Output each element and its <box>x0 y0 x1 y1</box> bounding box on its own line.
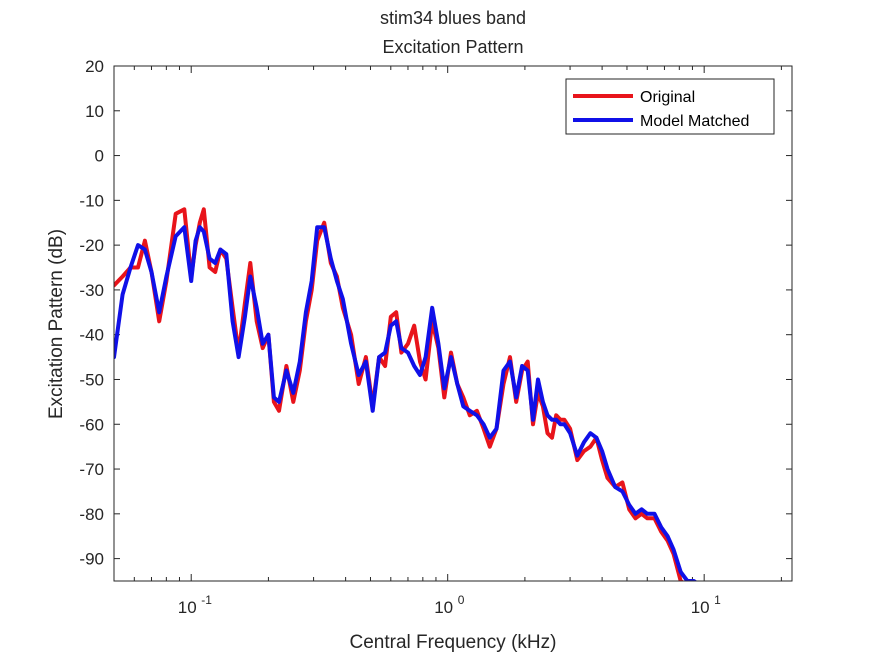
y-axis-label: Excitation Pattern (dB) <box>46 229 67 419</box>
y-tick-label: -80 <box>79 505 104 524</box>
y-tick-label: -50 <box>79 370 104 389</box>
legend-label-model-matched: Model Matched <box>640 113 749 130</box>
x-tick-exponent: -1 <box>201 593 212 607</box>
y-tick-label: -60 <box>79 415 104 434</box>
y-tick-label: -20 <box>79 236 104 255</box>
legend-box <box>565 78 775 135</box>
x-tick-label: 10 <box>178 598 197 617</box>
legend: Original Model Matched <box>565 78 775 135</box>
legend-label-original: Original <box>640 89 695 106</box>
y-tick-label: -10 <box>79 191 104 210</box>
x-tick-label: 10 <box>691 598 710 617</box>
series-line-model-matched <box>114 225 698 581</box>
y-tick-label: -30 <box>79 281 104 300</box>
plot-area <box>114 66 792 581</box>
x-tick-exponent: 0 <box>458 593 465 607</box>
x-tick-exponent: 1 <box>714 593 721 607</box>
y-tick-label: -40 <box>79 326 104 345</box>
plot-frame <box>113 65 793 582</box>
x-axis-label: Central Frequency (kHz) <box>350 632 557 653</box>
y-tick-label: -90 <box>79 550 104 569</box>
chart-title: stim34 blues band <box>379 8 527 28</box>
chart-subtitle: Excitation Pattern <box>382 37 524 57</box>
x-tick-label: 10 <box>434 598 453 617</box>
y-tick-label: -70 <box>79 460 104 479</box>
y-tick-label: 20 <box>85 57 104 76</box>
y-tick-label: 10 <box>85 102 104 121</box>
y-tick-label: 0 <box>95 147 104 166</box>
